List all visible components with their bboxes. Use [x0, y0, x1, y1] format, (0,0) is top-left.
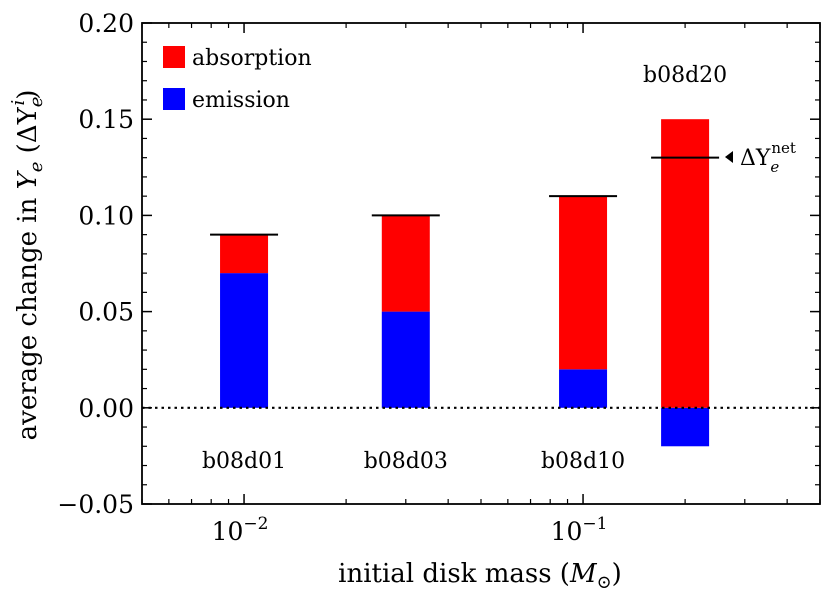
run-label-b08d10: b08d10 — [541, 449, 625, 474]
bar-emission-b08d10 — [559, 369, 608, 408]
x-axis-title: initial disk mass (M⊙) — [338, 559, 622, 593]
y-tick-label: 0.20 — [78, 9, 134, 38]
y-tick-label: 0.15 — [78, 105, 134, 134]
plot-frame — [141, 22, 821, 505]
y-tick-label: −0.05 — [57, 490, 134, 519]
y-tick-labels: −0.05 0.00 0.05 0.10 0.15 0.20 — [57, 9, 134, 519]
legend-label-emission: emission — [192, 88, 290, 113]
y-axis-title: average change in Ye (ΔYei) — [8, 90, 47, 441]
x-tick-labels: 10−2 10−1 — [212, 514, 608, 546]
run-label-b08d03: b08d03 — [364, 449, 448, 474]
run-label-b08d20: b08d20 — [643, 63, 727, 88]
bar-absorption-b08d03 — [381, 215, 430, 312]
net-annotation: ΔYenet — [725, 139, 796, 176]
x-tick-label: 10−1 — [551, 514, 608, 546]
net-lines-layer — [210, 156, 720, 236]
y-tick-label: 0.05 — [78, 298, 134, 327]
bars-layer — [220, 119, 710, 447]
y-tick-label: 0.00 — [78, 394, 134, 423]
bar-emission-b08d20 — [661, 407, 710, 447]
bar-absorption-b08d20 — [661, 119, 710, 408]
legend-swatch-absorption — [163, 46, 185, 68]
run-label-b08d01: b08d01 — [202, 449, 286, 474]
legend-swatch-emission — [163, 88, 185, 110]
net-annotation-arrow — [725, 151, 733, 163]
x-tick-label: 10−2 — [212, 514, 269, 546]
bar-emission-b08d01 — [220, 273, 269, 408]
net-annotation-label: ΔYenet — [740, 139, 796, 176]
bar-absorption-b08d01 — [220, 234, 269, 274]
legend: absorption emission — [163, 46, 312, 113]
legend-label-absorption: absorption — [192, 46, 312, 71]
y-tick-label: 0.10 — [78, 201, 134, 230]
run-labels: b08d01 b08d03 b08d10 b08d20 — [202, 63, 727, 474]
bar-absorption-b08d10 — [559, 196, 608, 370]
bar-emission-b08d03 — [381, 311, 430, 408]
